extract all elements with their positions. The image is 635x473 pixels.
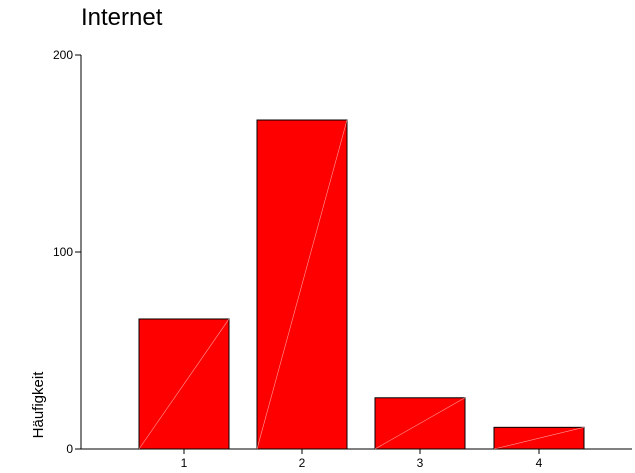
bars xyxy=(138,119,585,450)
bar-3-diagonal xyxy=(374,397,466,450)
y-axis: 0 100 200 xyxy=(53,48,82,456)
x-tick-label: 1 xyxy=(181,456,188,470)
y-axis-label: Häufigkeit xyxy=(30,371,47,439)
bar-4-diagonal xyxy=(493,427,585,450)
y-tick-label: 0 xyxy=(66,442,73,456)
chart-title: Internet xyxy=(81,4,163,31)
x-axis: 1 2 3 4 xyxy=(81,448,632,470)
x-tick-label: 2 xyxy=(299,456,306,470)
x-tick-label: 3 xyxy=(417,456,424,470)
bar-1-diagonal xyxy=(138,318,230,450)
y-tick-label: 100 xyxy=(53,245,73,259)
y-tick-label: 200 xyxy=(53,48,73,62)
bar-2-diagonal xyxy=(256,119,348,450)
x-tick-label: 4 xyxy=(536,456,543,470)
